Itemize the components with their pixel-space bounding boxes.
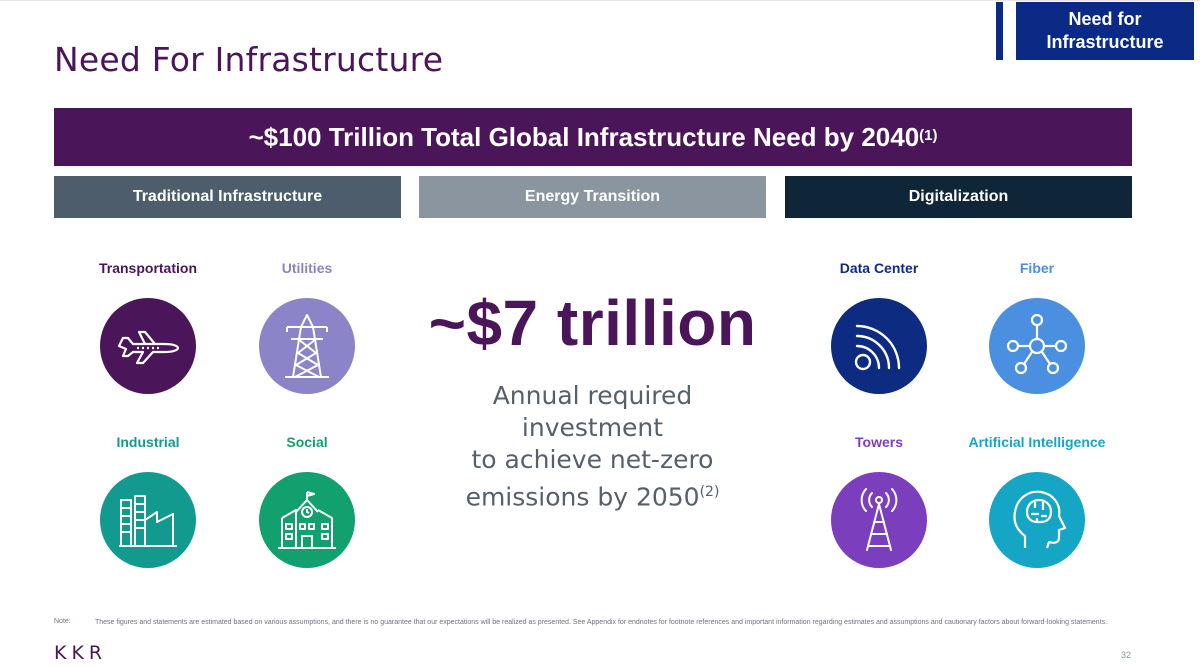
item-data-center: Data Center (799, 258, 959, 394)
category-traditional: Traditional Infrastructure (54, 176, 401, 218)
desc-line2: to achieve net-zero (471, 445, 714, 474)
item-utilities: Utilities (227, 258, 387, 394)
item-label: Utilities (281, 260, 333, 276)
item-towers: Towers (799, 432, 959, 568)
item-label: Transportation (98, 260, 197, 276)
desc-line1: Annual required investment (492, 381, 693, 442)
category-digital: Digitalization (785, 176, 1132, 218)
headline-banner: ~$100 Trillion Total Global Infrastructu… (54, 108, 1132, 166)
item-fiber: Fiber (957, 258, 1117, 394)
cell-tower-icon (831, 472, 927, 568)
page-title: Need For Infrastructure (54, 40, 444, 79)
category-energy: Energy Transition (419, 176, 766, 218)
page-number: 32 (1121, 650, 1132, 660)
item-label: Artificial Intelligence (968, 434, 1106, 450)
item-ai: Artificial Intelligence (957, 432, 1117, 568)
footnote-label: Note: (54, 618, 71, 625)
item-social: Social (227, 432, 387, 568)
network-icon (989, 298, 1085, 394)
section-tag-line2: Infrastructure (1046, 32, 1164, 52)
headline-text: ~$100 Trillion Total Global Infrastructu… (248, 121, 920, 152)
wifi-signal-icon (831, 298, 927, 394)
headline-footnote: (1) (919, 126, 938, 144)
school-icon (259, 472, 355, 568)
top-divider (0, 0, 1200, 1)
section-tag: Need for Infrastructure (1016, 2, 1194, 60)
desc-line3: emissions by 2050 (465, 482, 700, 512)
energy-transition-description: Annual required investment to achieve ne… (419, 380, 766, 513)
power-tower-icon (259, 298, 355, 394)
item-industrial: Industrial (68, 432, 228, 568)
ai-head-icon (989, 472, 1085, 568)
factory-icon (100, 472, 196, 568)
kkr-logo: KKR (54, 642, 108, 664)
airplane-icon (100, 298, 196, 394)
footnote-text: These figures and statements are estimat… (95, 619, 1108, 626)
item-label: Towers (855, 434, 903, 450)
item-label: Industrial (116, 434, 180, 450)
item-label: Data Center (839, 260, 919, 276)
section-tag-line1: Need for (1068, 9, 1142, 29)
item-transportation: Transportation (68, 258, 228, 394)
item-label: Social (286, 434, 328, 450)
section-tag-accent (996, 2, 1003, 60)
energy-transition-amount: ~$7 trillion (428, 287, 757, 359)
desc-footnote: (2) (699, 484, 720, 500)
item-label: Fiber (1019, 260, 1055, 276)
